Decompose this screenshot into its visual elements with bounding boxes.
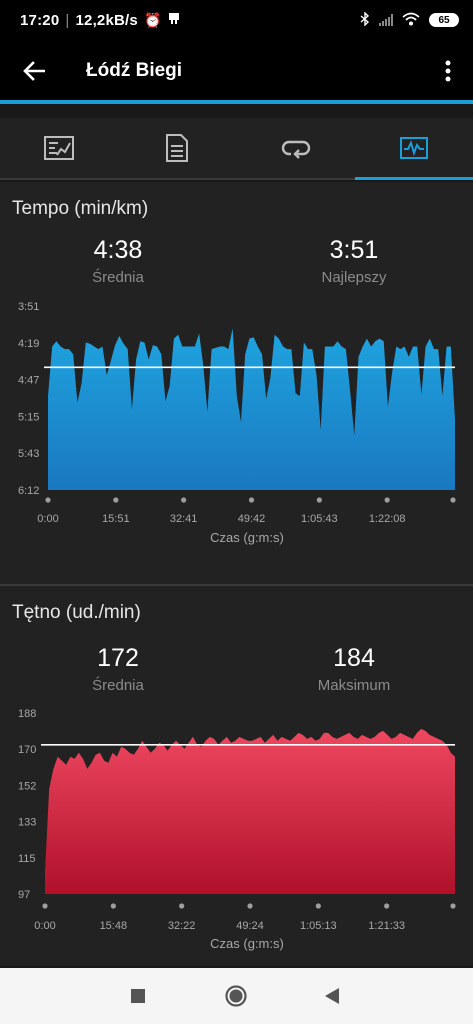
x-tick-dot bbox=[315, 903, 321, 909]
x-tick-label: 1:05:13 bbox=[300, 920, 337, 932]
x-tick-dot bbox=[113, 497, 119, 503]
x-axis-label: Czas (g:m:s) bbox=[210, 530, 284, 545]
back-button[interactable] bbox=[0, 40, 68, 102]
y-tick-label: 3:51 bbox=[18, 301, 39, 313]
hr-average-value: 172 bbox=[97, 644, 139, 672]
y-tick-label: 188 bbox=[18, 708, 36, 720]
tab-graphs[interactable] bbox=[354, 118, 473, 180]
status-time: 17:20 bbox=[20, 11, 60, 29]
tab-bar bbox=[0, 118, 473, 180]
pace-best-label: Najlepszy bbox=[321, 269, 387, 286]
notification-icon bbox=[168, 12, 180, 28]
y-tick-label: 5:43 bbox=[18, 448, 39, 460]
x-tick-dot bbox=[384, 903, 390, 909]
back-triangle-icon bbox=[325, 988, 339, 1004]
x-tick-label: 49:42 bbox=[238, 513, 266, 525]
pace-best-value: 3:51 bbox=[329, 236, 379, 264]
wifi-icon bbox=[402, 12, 420, 29]
x-tick-dot bbox=[316, 497, 322, 503]
summary-chart-icon bbox=[44, 136, 75, 160]
more-options-button[interactable] bbox=[423, 40, 473, 102]
y-tick-label: 6:12 bbox=[18, 485, 39, 497]
battery-icon: 65 bbox=[429, 13, 459, 27]
back-arrow-icon bbox=[23, 61, 45, 81]
tab-laps[interactable] bbox=[237, 118, 355, 178]
heart-rate-title: Tętno (ud./min) bbox=[12, 602, 141, 623]
signal-icon bbox=[379, 14, 393, 26]
network-speed: 12,2kB/s bbox=[75, 11, 138, 29]
recents-button[interactable] bbox=[108, 968, 168, 1024]
heart-rate-area-series bbox=[45, 728, 455, 894]
x-tick-dot bbox=[42, 903, 48, 909]
x-tick-dot bbox=[384, 497, 390, 503]
hr-max: 184 Maksimum bbox=[274, 644, 434, 694]
y-tick-label: 115 bbox=[18, 853, 36, 865]
home-circle-icon bbox=[225, 985, 247, 1007]
system-nav-bar bbox=[0, 968, 473, 1024]
section-divider bbox=[0, 584, 473, 586]
y-tick-label: 170 bbox=[18, 744, 36, 756]
x-tick-label: 15:48 bbox=[100, 920, 128, 932]
details-list-icon bbox=[166, 134, 189, 162]
pace-average: 4:38 Średnia bbox=[38, 236, 198, 286]
y-tick-label: 5:15 bbox=[18, 411, 39, 423]
pace-average-label: Średnia bbox=[92, 269, 144, 286]
y-tick-label: 133 bbox=[18, 817, 36, 829]
x-tick-label: 32:22 bbox=[168, 920, 196, 932]
x-tick-dot bbox=[450, 497, 456, 503]
tab-details[interactable] bbox=[118, 118, 236, 178]
laps-loop-icon bbox=[281, 140, 310, 159]
x-tick-dot bbox=[45, 497, 51, 503]
hr-average: 172 Średnia bbox=[38, 644, 198, 694]
x-tick-label: 15:51 bbox=[102, 513, 130, 525]
x-tick-dot bbox=[110, 903, 116, 909]
hr-average-label: Średnia bbox=[92, 677, 144, 694]
status-bar: 17:20 | 12,2kB/s ⏰ 65 bbox=[0, 0, 473, 40]
pace-average-value: 4:38 bbox=[93, 236, 143, 264]
x-tick-label: 1:05:43 bbox=[301, 513, 338, 525]
alarm-icon: ⏰ bbox=[143, 11, 162, 28]
graphs-icon bbox=[399, 137, 428, 159]
hr-max-value: 184 bbox=[333, 644, 375, 672]
x-tick-label: 32:41 bbox=[170, 513, 198, 525]
tab-summary[interactable] bbox=[0, 118, 118, 178]
accent-divider bbox=[0, 100, 473, 104]
activity-title: Łódź Biegi bbox=[86, 60, 183, 81]
x-tick-dot bbox=[450, 903, 456, 909]
x-tick-label: 49:24 bbox=[236, 920, 264, 932]
home-button[interactable] bbox=[206, 968, 266, 1024]
x-tick-label: 0:00 bbox=[37, 513, 58, 525]
x-tick-dot bbox=[179, 903, 185, 909]
x-tick-label: 1:21:33 bbox=[368, 920, 405, 932]
heart-rate-chart: 188 170 152 133 115 97 0:00 15:48 32:22 49:24 1:05… bbox=[18, 708, 456, 951]
y-tick-label: 152 bbox=[18, 780, 36, 792]
back-nav-button[interactable] bbox=[302, 968, 362, 1024]
square-icon bbox=[131, 989, 145, 1003]
y-tick-label: 4:19 bbox=[18, 338, 39, 350]
pace-section: Tempo (min/km) 4:38 Średnia 3:51 Najleps… bbox=[0, 182, 473, 584]
pace-chart: 3:51 4:19 4:47 5:15 5:43 6:12 0:00 15:51 32:41 49… bbox=[18, 301, 456, 545]
pace-area-series bbox=[48, 328, 455, 490]
x-tick-label: 1:22:08 bbox=[369, 513, 406, 525]
y-tick-label: 4:47 bbox=[18, 375, 39, 387]
x-tick-label: 0:00 bbox=[34, 920, 55, 932]
hr-max-label: Maksimum bbox=[317, 677, 391, 694]
heart-rate-section: Tętno (ud./min) 172 Średnia 184 Maksimum… bbox=[0, 586, 473, 966]
x-tick-dot bbox=[247, 903, 253, 909]
app-bar: Łódź Biegi bbox=[0, 40, 473, 102]
pace-best: 3:51 Najlepszy bbox=[274, 236, 434, 286]
x-axis-label: Czas (g:m:s) bbox=[210, 936, 284, 951]
more-vert-icon bbox=[445, 60, 451, 82]
bluetooth-icon bbox=[360, 10, 370, 29]
pace-title: Tempo (min/km) bbox=[12, 198, 149, 219]
x-tick-dot bbox=[248, 497, 255, 503]
x-tick-dot bbox=[181, 497, 187, 503]
y-tick-label: 97 bbox=[18, 889, 30, 901]
